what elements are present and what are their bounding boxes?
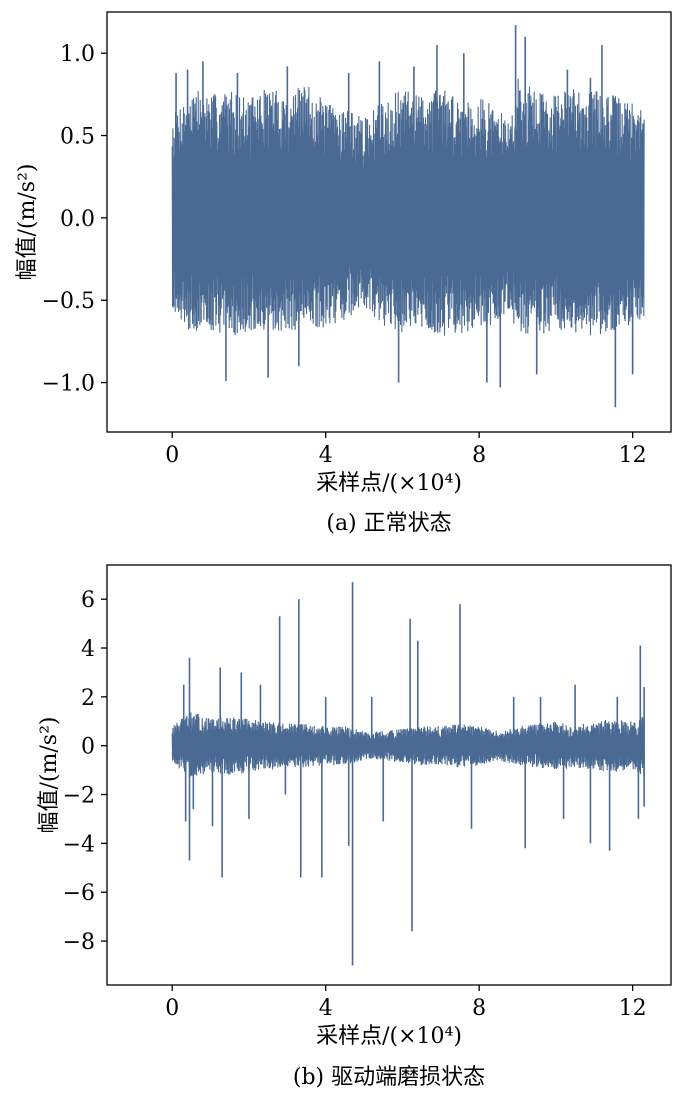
x-axis-title-a: 采样点/(×10⁴)	[316, 471, 462, 496]
x-tick-label: 8	[472, 443, 486, 468]
y-tick-label: −8	[63, 930, 95, 955]
x-tick-label: 4	[319, 996, 333, 1021]
y-tick-label: 0.0	[60, 207, 95, 232]
y-tick-label: −0.5	[42, 289, 95, 314]
y-tick-label: 0.5	[60, 125, 95, 150]
y-tick-label: −4	[63, 832, 95, 857]
x-tick-label: 0	[165, 996, 179, 1021]
y-tick-label: −6	[63, 881, 95, 906]
signal-series-a	[171, 25, 645, 408]
caption-a: (a) 正常状态	[326, 511, 451, 536]
y-tick-label: −1.0	[42, 372, 95, 397]
signal-trace	[171, 78, 645, 336]
signal-series-b	[171, 582, 645, 966]
signal-trace	[171, 712, 645, 777]
x-tick-label: 0	[165, 443, 179, 468]
caption-b: (b) 驱动端磨损状态	[293, 1065, 485, 1090]
x-tick-label: 12	[619, 996, 647, 1021]
x-tick-label: 4	[319, 443, 333, 468]
y-axis-b: −8 −6 −4 −2 0 2 4 6	[63, 588, 107, 955]
y-axis-title-a: 幅值/(m/s²)	[15, 164, 40, 281]
chart-panel-a: 0 4 8 12 −1.0 −0.5 0.0 0.5 1.0 采样点/(×10⁴) 幅值/(m…	[15, 11, 672, 536]
y-tick-label: −2	[63, 784, 95, 809]
y-tick-label: 2	[81, 686, 95, 711]
y-tick-label: 0	[81, 735, 95, 760]
plot-frame-a	[106, 11, 672, 433]
y-tick-label: 1.0	[60, 42, 95, 67]
y-axis-a: −1.0 −0.5 0.0 0.5 1.0	[42, 42, 107, 397]
y-tick-label: 4	[81, 637, 95, 662]
y-tick-label: 6	[81, 588, 95, 613]
x-axis-b: 0 4 8 12	[165, 985, 647, 1021]
y-axis-title-b: 幅值/(m/s²)	[37, 717, 62, 834]
x-tick-label: 12	[619, 443, 647, 468]
x-axis-a: 0 4 8 12	[165, 432, 647, 468]
x-axis-title-b: 采样点/(×10⁴)	[316, 1024, 462, 1049]
x-tick-label: 8	[472, 996, 486, 1021]
plot-frame-b	[106, 564, 672, 986]
